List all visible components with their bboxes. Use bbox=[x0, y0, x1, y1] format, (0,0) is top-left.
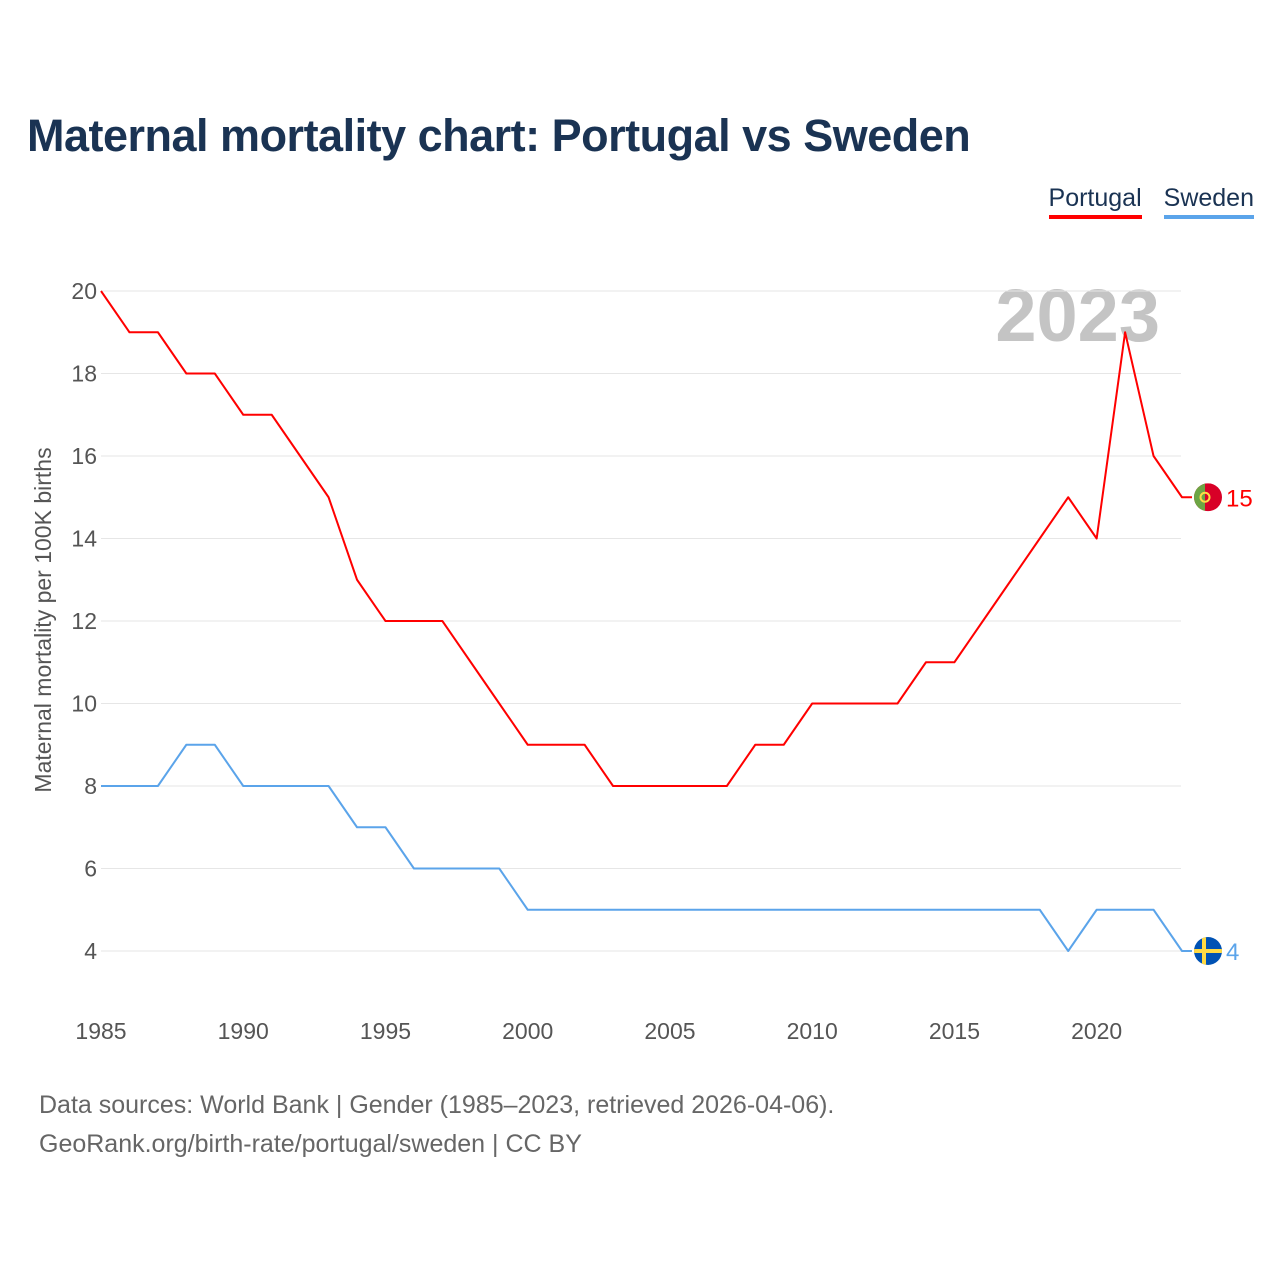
legend: Portugal Sweden bbox=[1048, 184, 1254, 219]
y-tick-label: 18 bbox=[71, 361, 97, 387]
flag-cross-h bbox=[1194, 949, 1222, 953]
y-tick-label: 6 bbox=[84, 856, 97, 882]
x-tick-label: 2005 bbox=[644, 1018, 695, 1044]
flag-sweden-icon bbox=[1194, 937, 1222, 965]
source-text: Data sources: World Bank | Gender (1985–… bbox=[39, 1091, 835, 1119]
x-tick-label: 2000 bbox=[502, 1018, 553, 1044]
source-link[interactable]: GeoRank.org/birth-rate/portugal/sweden |… bbox=[39, 1130, 582, 1158]
x-tick-label: 1985 bbox=[75, 1018, 126, 1044]
legend-portugal[interactable]: Portugal bbox=[1048, 184, 1142, 219]
series-line-sweden bbox=[101, 743, 1192, 952]
flag-body bbox=[1194, 483, 1222, 512]
x-tick-label: 2010 bbox=[787, 1018, 838, 1044]
y-tick-label: 4 bbox=[84, 938, 97, 964]
footer: Data sources: World Bank | Gender (1985–… bbox=[39, 1086, 834, 1164]
end-label-portugal: 15 bbox=[1226, 485, 1253, 512]
y-tick-label: 14 bbox=[71, 526, 97, 552]
x-tick-label: 2015 bbox=[929, 1018, 980, 1044]
chart-title: Maternal mortality chart: Portugal vs Sw… bbox=[27, 110, 971, 161]
x-tick-label: 1995 bbox=[360, 1018, 411, 1044]
y-axis-label: Maternal mortality per 100K births bbox=[30, 447, 56, 792]
y-tick-label: 8 bbox=[84, 773, 97, 799]
end-label-sweden: 4 bbox=[1226, 939, 1239, 966]
y-tick-label: 10 bbox=[71, 691, 97, 717]
x-tick-label: 2020 bbox=[1071, 1018, 1122, 1044]
flag-cross-v bbox=[1202, 937, 1206, 965]
y-tick-label: 12 bbox=[71, 608, 97, 634]
y-tick-label: 16 bbox=[71, 443, 97, 469]
flag-body bbox=[1194, 937, 1222, 965]
flag-portugal-icon bbox=[1194, 483, 1222, 512]
y-tick-label: 20 bbox=[71, 278, 97, 304]
flag-emblem bbox=[1199, 491, 1211, 503]
series-line-portugal bbox=[100, 290, 1192, 787]
legend-sweden[interactable]: Sweden bbox=[1163, 184, 1254, 219]
year-watermark: 2023 bbox=[995, 274, 1160, 357]
x-tick-label: 1990 bbox=[218, 1018, 269, 1044]
